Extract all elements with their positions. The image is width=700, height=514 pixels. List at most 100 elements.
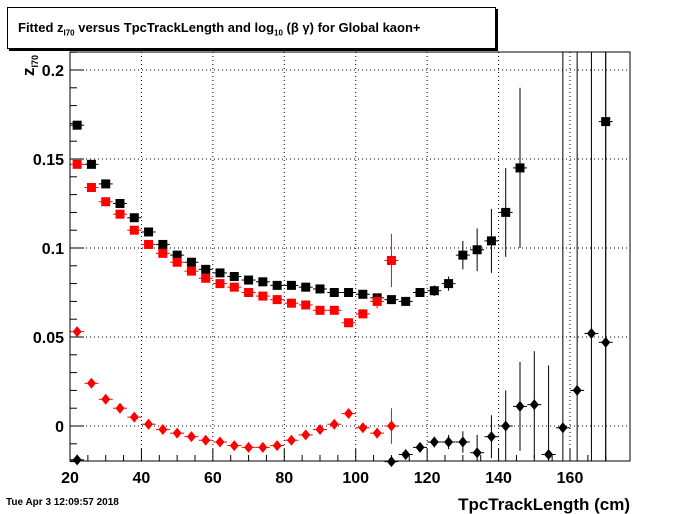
x-tick-label: 100 bbox=[342, 470, 369, 487]
diamond-point bbox=[384, 408, 399, 444]
diamond-point bbox=[155, 424, 170, 436]
square-marker bbox=[258, 291, 268, 301]
diamond-marker bbox=[572, 384, 582, 396]
diamond-marker bbox=[72, 326, 82, 338]
square-marker bbox=[372, 296, 382, 306]
diamond-point bbox=[213, 436, 227, 448]
chart-title-box: Fitted zI70 versus TpcTrackLength and lo… bbox=[7, 7, 496, 49]
square-point bbox=[198, 264, 213, 274]
square-marker bbox=[186, 266, 196, 276]
square-marker bbox=[201, 264, 211, 274]
timestamp: Tue Apr 3 12:09:57 2018 bbox=[6, 497, 119, 508]
x-tick-label: 120 bbox=[414, 470, 441, 487]
y-tick-label: 0.2 bbox=[42, 63, 64, 80]
square-point bbox=[270, 280, 285, 290]
diamond-point bbox=[527, 351, 542, 459]
square-marker bbox=[515, 163, 525, 173]
diamond-point bbox=[341, 408, 356, 420]
diamond-point bbox=[355, 422, 370, 434]
square-marker bbox=[244, 275, 254, 285]
diamond-point bbox=[270, 440, 285, 452]
square-point bbox=[255, 291, 270, 301]
diamond-marker bbox=[86, 377, 96, 389]
square-marker bbox=[144, 239, 154, 249]
square-marker bbox=[115, 209, 125, 219]
square-marker bbox=[86, 182, 96, 192]
square-marker bbox=[129, 213, 139, 223]
square-point bbox=[241, 288, 256, 297]
diamond-marker bbox=[386, 456, 396, 468]
diamond-point bbox=[498, 390, 513, 461]
square-marker bbox=[101, 179, 111, 189]
square-marker bbox=[129, 225, 139, 235]
diamond-marker bbox=[286, 434, 296, 446]
square-point bbox=[241, 275, 256, 285]
square-marker bbox=[86, 159, 96, 169]
diamond-point bbox=[398, 448, 413, 460]
data-marks bbox=[70, 52, 613, 468]
square-marker bbox=[172, 250, 182, 260]
diamond-point bbox=[70, 454, 85, 466]
square-point bbox=[455, 240, 470, 270]
square-point bbox=[355, 309, 370, 319]
grid-lines bbox=[70, 52, 630, 461]
square-marker bbox=[72, 159, 82, 169]
diamond-point bbox=[255, 441, 270, 453]
square-marker bbox=[72, 120, 82, 130]
square-marker bbox=[258, 277, 268, 287]
square-marker bbox=[301, 282, 311, 292]
square-marker bbox=[486, 236, 496, 246]
square-marker bbox=[415, 288, 425, 297]
title-middle: versus TpcTrackLength and log bbox=[74, 20, 275, 35]
square-point bbox=[427, 285, 442, 297]
diamond-point bbox=[455, 431, 470, 453]
square-point bbox=[284, 280, 299, 290]
diamond-point bbox=[370, 427, 385, 439]
square-marker bbox=[158, 248, 168, 258]
diamond-marker bbox=[229, 440, 239, 452]
square-point bbox=[141, 227, 156, 237]
square-marker bbox=[244, 288, 254, 297]
diamond-point bbox=[98, 393, 113, 405]
diamond-point bbox=[184, 431, 199, 443]
diamond-marker bbox=[215, 436, 225, 448]
diamond-point bbox=[298, 429, 313, 441]
square-point bbox=[170, 250, 185, 260]
square-marker bbox=[386, 255, 396, 265]
square-marker bbox=[458, 250, 468, 260]
y-tick-label: 0.1 bbox=[42, 241, 64, 258]
diamond-point bbox=[84, 377, 99, 389]
square-marker bbox=[101, 197, 111, 207]
diamond-marker bbox=[386, 420, 396, 432]
diamond-marker bbox=[515, 400, 525, 412]
diamond-marker bbox=[472, 447, 482, 459]
square-marker bbox=[358, 309, 368, 319]
square-marker bbox=[329, 305, 339, 315]
square-marker bbox=[358, 289, 368, 299]
square-point bbox=[213, 268, 227, 278]
x-tick-label: 60 bbox=[204, 470, 222, 487]
diamond-point bbox=[284, 434, 299, 446]
square-point bbox=[70, 159, 85, 169]
square-marker bbox=[301, 300, 311, 310]
square-marker bbox=[272, 280, 282, 290]
square-marker bbox=[286, 280, 296, 290]
x-tick-label: 80 bbox=[275, 470, 293, 487]
square-point bbox=[127, 213, 142, 223]
square-point bbox=[255, 277, 270, 287]
square-point bbox=[513, 87, 527, 248]
diamond-point bbox=[470, 434, 485, 461]
square-point bbox=[84, 159, 99, 169]
square-marker bbox=[286, 298, 296, 308]
diamond-point bbox=[313, 424, 327, 436]
x-tick-label: 160 bbox=[557, 470, 584, 487]
square-point bbox=[498, 167, 513, 257]
title-prefix: Fitted z bbox=[18, 20, 64, 35]
square-point bbox=[270, 295, 285, 305]
square-point bbox=[84, 182, 99, 192]
square-marker bbox=[201, 273, 211, 283]
diamond-marker bbox=[529, 399, 539, 411]
square-point bbox=[155, 239, 170, 249]
diamond-marker bbox=[115, 402, 125, 414]
diamond-marker bbox=[458, 436, 468, 448]
